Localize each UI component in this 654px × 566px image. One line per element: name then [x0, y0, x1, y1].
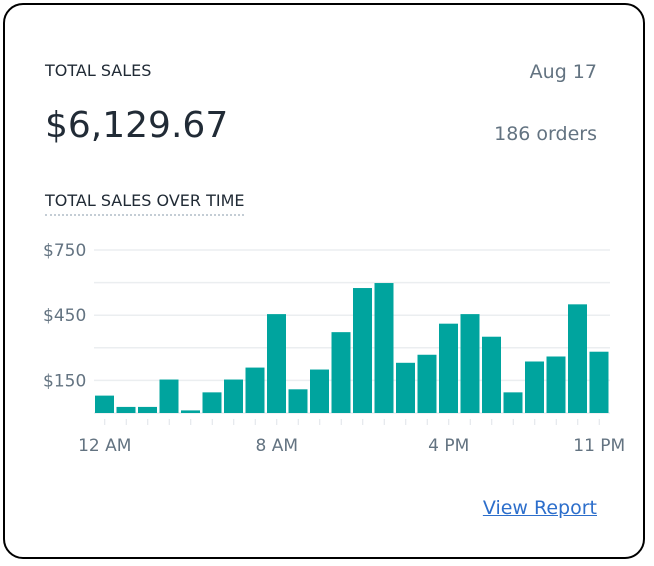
- bar: [202, 392, 222, 413]
- chart-title[interactable]: TOTAL SALES OVER TIME: [45, 191, 245, 216]
- x-tick-label: 4 PM: [428, 436, 469, 456]
- bar: [546, 356, 566, 413]
- bar: [353, 288, 372, 413]
- bar: [589, 351, 609, 413]
- bar: [288, 389, 308, 413]
- view-report-link[interactable]: View Report: [482, 497, 597, 519]
- orders-count: 186 orders: [494, 123, 597, 145]
- x-tick-label: 12 AM: [78, 436, 131, 456]
- x-tick-label: 11 PM: [573, 436, 625, 456]
- y-tick-label: $450: [43, 306, 86, 326]
- x-tick-label: 8 AM: [255, 436, 298, 456]
- bar: [245, 367, 265, 413]
- bar: [374, 283, 394, 413]
- y-tick-label: $150: [43, 371, 86, 391]
- bar: [525, 361, 544, 413]
- bar: [267, 314, 286, 413]
- bar: [331, 332, 351, 413]
- bar: [310, 369, 329, 413]
- y-tick-label: $750: [43, 241, 86, 261]
- bar: [159, 379, 179, 413]
- total-sales-value: $6,129.67: [45, 105, 229, 146]
- bar: [95, 395, 114, 413]
- bar: [181, 410, 200, 413]
- bar: [116, 406, 136, 413]
- bar: [482, 336, 501, 413]
- sales-chart: $150 $450 $750 12 AM 8 AM 4 PM 11 PM: [43, 241, 625, 456]
- card-title: TOTAL SALES: [45, 61, 152, 80]
- bar: [439, 323, 458, 413]
- bar: [460, 314, 480, 413]
- date-label: Aug 17: [529, 61, 597, 83]
- bar: [138, 406, 157, 413]
- bar: [503, 392, 523, 413]
- bar: [224, 379, 243, 413]
- bar: [417, 354, 437, 413]
- bar: [568, 304, 587, 413]
- bar: [396, 362, 415, 413]
- total-sales-card: $150 $450 $750 12 AM 8 AM 4 PM 11 PM TOTAL SAL…: [3, 3, 645, 559]
